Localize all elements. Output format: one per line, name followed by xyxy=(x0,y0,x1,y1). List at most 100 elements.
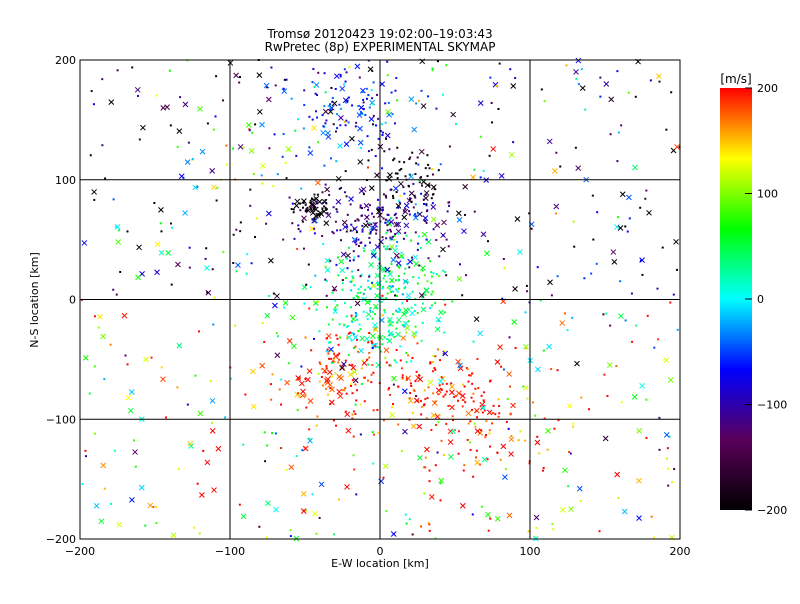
data-point-dot xyxy=(397,256,400,259)
data-point-cross xyxy=(182,101,189,108)
data-point-dot xyxy=(494,413,497,416)
data-point-cross xyxy=(405,375,412,382)
cross-stroke xyxy=(387,172,393,178)
cross-stroke xyxy=(364,299,371,306)
data-point-dot xyxy=(341,279,344,282)
data-point-dot xyxy=(428,523,431,526)
data-point-dot xyxy=(313,86,316,89)
data-point-dot xyxy=(315,532,318,535)
data-point-dot xyxy=(397,206,400,209)
data-point-dot xyxy=(414,173,417,176)
data-point-dot xyxy=(425,221,428,224)
data-point-dot xyxy=(435,107,438,110)
data-point-dot xyxy=(385,510,388,513)
cross-stroke xyxy=(170,532,177,539)
data-point-dot xyxy=(550,368,553,371)
data-point-cross xyxy=(523,343,529,350)
data-point-dot xyxy=(617,216,620,219)
data-point-dot xyxy=(538,452,541,455)
cross-stroke xyxy=(176,342,183,349)
data-point-cross xyxy=(100,333,106,340)
data-point-dot xyxy=(668,435,671,438)
data-point-dot xyxy=(295,455,298,458)
cross-stroke xyxy=(331,285,338,292)
cross-stroke xyxy=(441,219,447,226)
cross-stroke xyxy=(382,463,389,469)
cross-stroke xyxy=(332,353,339,360)
data-point-dot xyxy=(409,382,412,385)
data-point-dot xyxy=(347,246,350,249)
data-point-dot xyxy=(434,400,437,403)
data-point-dot xyxy=(412,388,415,391)
data-point-dot xyxy=(353,468,356,471)
data-point-dot xyxy=(504,467,507,470)
data-point-dot xyxy=(384,311,387,314)
data-point-cross xyxy=(351,369,358,375)
data-point-cross xyxy=(656,73,662,80)
data-point-dot xyxy=(84,449,87,452)
data-point-dot xyxy=(359,206,362,209)
data-point-dot xyxy=(318,380,321,383)
data-point-dot xyxy=(398,308,401,311)
cross-stroke xyxy=(299,392,306,399)
data-point-dot xyxy=(316,415,319,418)
cross-stroke xyxy=(430,204,437,210)
cross-stroke xyxy=(295,375,302,381)
data-point-cross xyxy=(465,410,472,417)
cross-stroke xyxy=(256,108,263,115)
data-point-dot xyxy=(345,392,348,395)
cross-stroke xyxy=(114,224,121,230)
cross-stroke xyxy=(393,185,399,192)
data-point-dot xyxy=(416,342,419,345)
cross-stroke xyxy=(474,459,481,466)
data-point-dot xyxy=(374,344,377,347)
cross-stroke xyxy=(344,411,351,418)
data-point-dot xyxy=(280,378,283,381)
cross-stroke xyxy=(337,143,343,149)
cross-stroke xyxy=(403,202,410,209)
data-point-dot xyxy=(325,350,328,353)
data-point-cross xyxy=(407,258,414,265)
cross-stroke xyxy=(498,173,505,179)
data-point-cross xyxy=(413,261,420,267)
cross-stroke xyxy=(673,238,679,245)
cross-stroke xyxy=(363,222,369,229)
data-point-dot xyxy=(401,374,404,377)
y-tick-label: 100 xyxy=(55,174,76,187)
cross-stroke xyxy=(312,206,319,213)
data-point-cross xyxy=(663,357,669,364)
cross-stroke xyxy=(479,401,486,408)
cross-stroke xyxy=(260,163,266,169)
data-point-dot xyxy=(204,257,207,260)
data-point-dot xyxy=(341,389,344,392)
data-point-cross xyxy=(266,210,272,217)
cross-stroke xyxy=(421,231,428,238)
data-point-dot xyxy=(103,487,106,490)
data-point-dot xyxy=(395,76,398,79)
data-point-dot xyxy=(398,310,401,313)
data-point-dot xyxy=(376,431,379,434)
data-point-dot xyxy=(292,208,295,211)
cross-stroke xyxy=(108,99,115,105)
data-point-dot xyxy=(371,431,374,434)
data-point-dot xyxy=(304,209,307,212)
data-point-cross xyxy=(370,333,376,339)
cross-stroke xyxy=(551,168,558,174)
data-point-dot xyxy=(468,374,471,377)
data-point-dot xyxy=(215,75,218,78)
cross-stroke xyxy=(370,252,377,259)
data-point-dot xyxy=(293,237,296,240)
data-point-dot xyxy=(285,468,288,471)
data-point-dot xyxy=(661,246,664,249)
data-point-dot xyxy=(344,387,347,390)
cross-stroke xyxy=(125,394,132,401)
data-point-dot xyxy=(332,232,335,235)
data-point-dot xyxy=(344,277,347,280)
data-point-dot xyxy=(329,259,332,262)
data-point-cross xyxy=(135,274,141,281)
data-point-dot xyxy=(297,118,300,121)
data-point-cross xyxy=(430,204,437,210)
data-point-dot xyxy=(605,312,608,315)
data-point-dot xyxy=(165,416,168,419)
data-point-dot xyxy=(519,430,522,433)
